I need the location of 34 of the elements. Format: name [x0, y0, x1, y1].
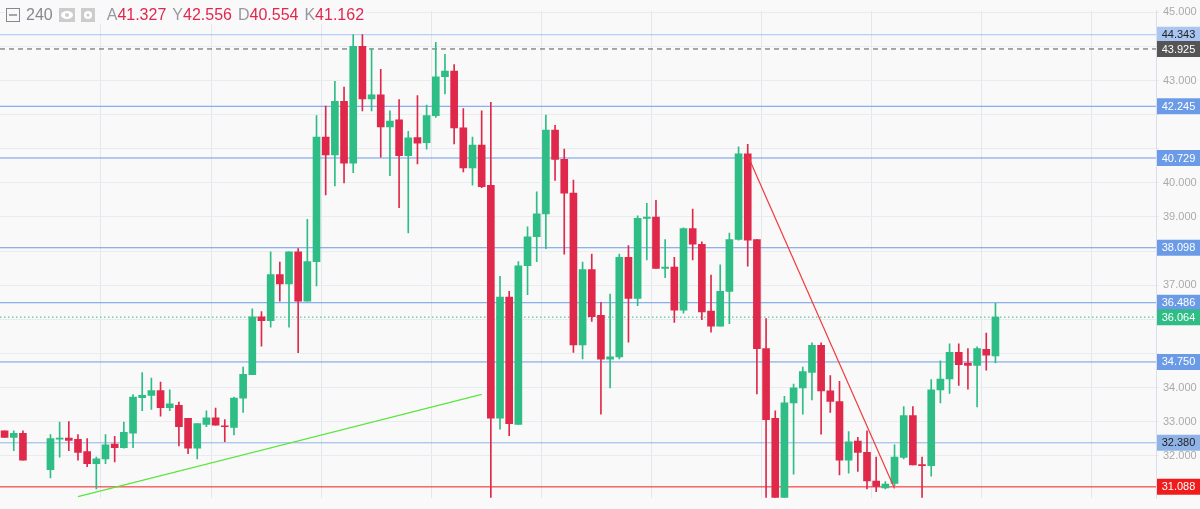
candlestick	[404, 131, 413, 234]
candlestick	[386, 110, 394, 177]
candlestick	[872, 456, 881, 492]
ref-line-label: 42.245	[1161, 99, 1196, 112]
ref-line-label: 44.343	[1161, 28, 1196, 41]
chart-title: 240	[26, 6, 53, 24]
ref-line-label: 38.098	[1161, 241, 1196, 254]
ref-line-label: 31.088	[1161, 480, 1196, 493]
candlestick	[165, 389, 174, 412]
ref-line-label: 34.750	[1161, 355, 1196, 368]
ref-line-label: 36.486	[1161, 296, 1196, 309]
ref-line-label: 43.925	[1161, 42, 1196, 55]
ref-line-label: 36.064	[1161, 310, 1196, 323]
annotation: D40.554	[237, 6, 299, 23]
y-tick-label: 40.000	[1163, 175, 1197, 188]
annotation: Y42.556	[172, 6, 232, 23]
y-tick-label: 45.000	[1163, 5, 1197, 18]
y-tick-label: 32.000	[1163, 448, 1197, 461]
candlestick	[276, 261, 284, 302]
candlestick	[110, 435, 119, 463]
candlestick	[982, 332, 991, 371]
y-tick-label: 33.000	[1163, 414, 1197, 427]
ref-line-label: 32.380	[1161, 436, 1196, 449]
y-tick-label: 34.000	[1163, 380, 1197, 393]
annotation: K41.162	[304, 6, 365, 23]
candlestick	[220, 419, 229, 443]
y-tick-label: 43.000	[1163, 73, 1197, 86]
y-tick-label: 37.000	[1163, 278, 1197, 291]
ref-line-label: 40.729	[1161, 151, 1196, 164]
candlestick	[642, 203, 651, 261]
candlestick	[321, 105, 330, 196]
candlestick	[661, 239, 669, 279]
annotation: A41.327	[106, 6, 167, 23]
y-tick-label: 39.000	[1163, 210, 1197, 223]
